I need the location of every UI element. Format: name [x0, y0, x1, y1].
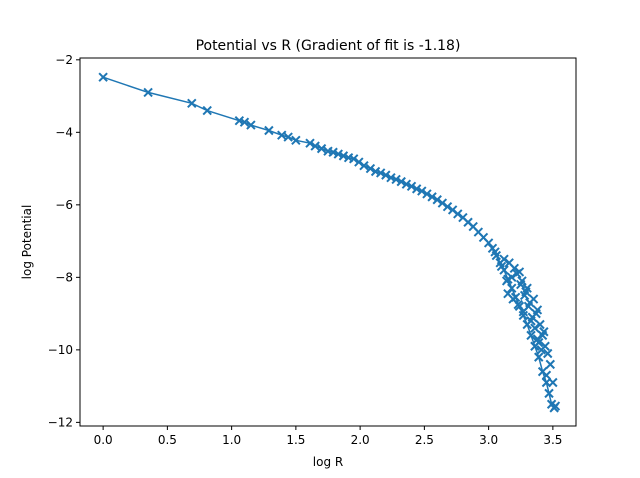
data-point-marker: [143, 87, 153, 98]
data-point-marker: [548, 377, 558, 388]
x-tick-label: 0.0: [94, 433, 113, 447]
plot-area: [98, 72, 561, 413]
data-point-marker: [534, 352, 544, 362]
data-point-marker: [264, 125, 274, 136]
data-point-marker: [442, 201, 453, 212]
data-point-marker: [539, 327, 549, 337]
data-point-marker: [316, 143, 327, 154]
data-point-marker: [518, 307, 529, 317]
data-point-marker: [386, 172, 396, 183]
axes-frame: [79, 57, 577, 427]
data-point-marker: [202, 105, 212, 116]
y-tick-label: −6: [55, 198, 73, 212]
data-point-marker: [528, 294, 539, 304]
data-point-marker: [483, 238, 494, 248]
data-point-marker: [333, 149, 343, 159]
data-point-marker: [521, 287, 531, 297]
series-line: [102, 76, 555, 409]
data-point-marker: [406, 181, 417, 192]
data-point-marker: [432, 195, 442, 205]
data-point-marker: [526, 316, 536, 326]
data-point-marker: [427, 192, 437, 202]
y-tick-label: −8: [55, 270, 73, 284]
data-point-marker: [354, 157, 364, 167]
data-point-marker: [526, 330, 536, 341]
y-tick-label: −12: [48, 415, 73, 429]
data-point-marker: [277, 130, 287, 140]
data-point-marker: [517, 276, 527, 286]
data-point-marker: [550, 401, 561, 411]
data-point-marker: [365, 163, 376, 174]
data-point-marker: [98, 72, 108, 82]
data-point-marker: [246, 120, 256, 130]
data-point-marker: [518, 310, 529, 321]
data-point-marker: [381, 170, 391, 180]
data-point-marker: [291, 135, 301, 146]
x-tick-label: 2.5: [415, 433, 434, 447]
x-tick-label: 3.5: [543, 433, 562, 447]
data-point-marker: [417, 186, 427, 196]
data-point-marker: [513, 299, 523, 310]
data-point-marker: [496, 261, 507, 272]
data-point-marker: [310, 141, 320, 151]
data-point-marker: [501, 276, 512, 286]
data-point-marker: [544, 388, 554, 399]
data-point-marker: [437, 198, 448, 208]
x-tick-label: 1.0: [222, 433, 241, 447]
data-point-marker: [507, 283, 517, 293]
data-point-marker: [453, 209, 463, 219]
data-point-marker: [535, 319, 545, 330]
data-point-marker: [514, 267, 525, 277]
data-point-marker: [490, 247, 500, 257]
data-point-marker: [239, 117, 250, 127]
data-point-marker: [532, 305, 543, 315]
x-tick-label: 3.0: [479, 433, 498, 447]
data-point-marker: [401, 179, 412, 189]
data-point-marker: [422, 189, 432, 199]
data-point-marker: [411, 184, 422, 194]
data-point-marker: [507, 272, 517, 283]
data-point-marker: [328, 147, 338, 157]
data-point-marker: [359, 160, 369, 171]
data-point-marker: [530, 323, 540, 333]
data-point-marker: [338, 151, 349, 161]
data-point-marker: [541, 370, 552, 380]
data-point-marker: [187, 98, 197, 109]
x-axis-label: log R: [313, 455, 343, 469]
data-point-marker: [283, 132, 293, 142]
data-point-marker: [536, 345, 547, 355]
y-tick-label: −10: [48, 343, 73, 357]
x-tick-label: 2.0: [351, 433, 370, 447]
y-tick-label: −4: [55, 125, 73, 139]
x-tick-label: 0.5: [158, 433, 177, 447]
data-point-marker: [396, 176, 406, 187]
data-point-marker: [543, 348, 553, 359]
axes: 0.0 0.5 1.0 1.5 2.0 2.5 3.0 3.5 −2 −4 −6 −8 −10 −12: [48, 53, 577, 447]
data-point-marker: [509, 263, 520, 273]
data-point-marker: [499, 254, 509, 264]
data-point-marker: [375, 168, 386, 178]
data-point-marker: [348, 154, 359, 164]
data-point-marker: [391, 174, 401, 185]
y-tick-label: −2: [55, 53, 73, 67]
x-tick-label: 1.5: [286, 433, 305, 447]
data-point-marker: [305, 138, 315, 148]
chart-title: Potential vs R (Gradient of fit is -1.18…: [196, 38, 461, 54]
data-point-marker: [534, 337, 544, 348]
data-point-marker: [545, 359, 556, 370]
y-axis-label: log Potential: [20, 205, 34, 280]
